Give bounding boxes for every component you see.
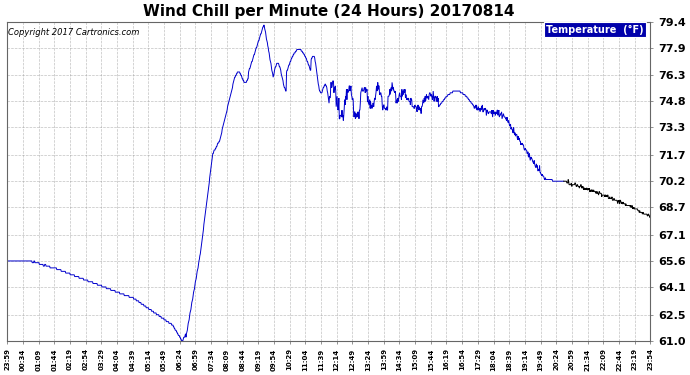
Title: Wind Chill per Minute (24 Hours) 20170814: Wind Chill per Minute (24 Hours) 2017081… [143,4,515,19]
Text: Copyright 2017 Cartronics.com: Copyright 2017 Cartronics.com [8,28,140,37]
Text: Temperature  (°F): Temperature (°F) [546,25,644,35]
